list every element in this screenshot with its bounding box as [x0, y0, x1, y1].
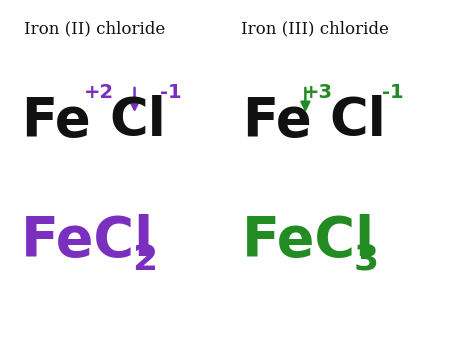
Text: Cl: Cl	[109, 95, 166, 147]
Text: 2: 2	[132, 243, 157, 277]
Text: +3: +3	[303, 83, 333, 102]
Text: -1: -1	[382, 83, 403, 102]
Text: Cl: Cl	[329, 95, 386, 147]
Text: FeCl: FeCl	[242, 214, 375, 268]
Text: Iron (II) chloride: Iron (II) chloride	[24, 20, 165, 37]
Text: Fe: Fe	[21, 95, 91, 147]
Text: FeCl: FeCl	[21, 214, 155, 268]
Text: Fe: Fe	[242, 95, 311, 147]
Text: Iron (III) chloride: Iron (III) chloride	[241, 20, 389, 37]
Text: 3: 3	[353, 243, 378, 277]
Text: -1: -1	[160, 83, 182, 102]
Text: +2: +2	[84, 83, 115, 102]
